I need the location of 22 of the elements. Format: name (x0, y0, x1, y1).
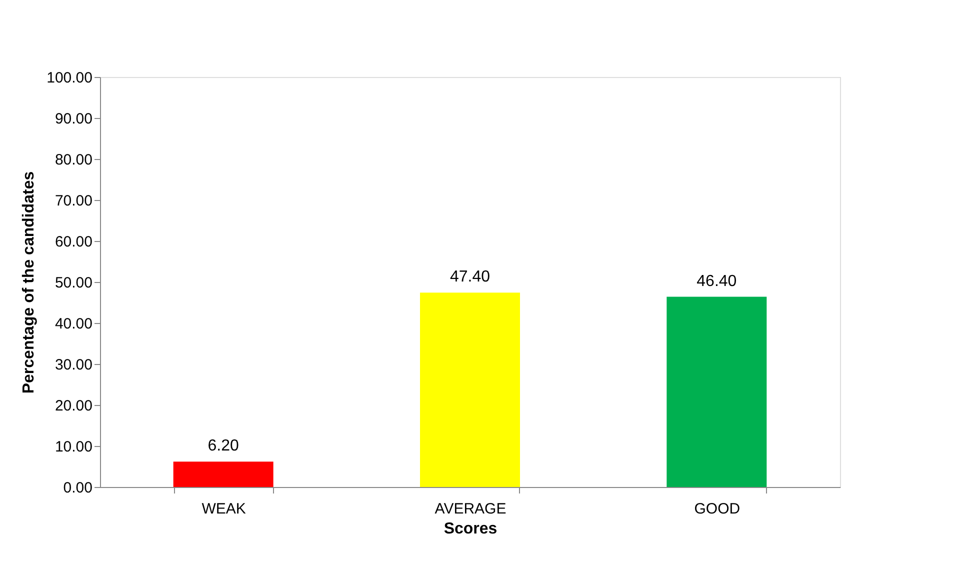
data-label: 47.40 (450, 268, 490, 286)
y-tick-label: 20.00 (54, 398, 92, 414)
y-tick-label: 100.00 (46, 70, 92, 86)
y-tick-label: 60.00 (54, 234, 92, 250)
x-tick-label: GOOD (694, 500, 740, 518)
bar (173, 462, 274, 487)
bar (666, 296, 767, 487)
data-label: 46.40 (696, 272, 737, 290)
y-tick-label: 50.00 (54, 274, 92, 292)
y-tick-label: 90.00 (54, 110, 92, 128)
y-tick-label: 0.00 (63, 480, 92, 496)
y-tick-label: 80.00 (54, 152, 92, 168)
y-axis-title: Percentage of the candidates (20, 171, 38, 394)
y-tick-label: 30.00 (54, 356, 92, 374)
y-tick-label: 40.00 (54, 316, 92, 332)
x-axis-title: Scores (444, 520, 498, 538)
y-tick-label: 10.00 (54, 438, 92, 456)
x-tick-label: AVERAGE (434, 500, 506, 518)
y-tick-label: 70.00 (54, 192, 92, 210)
data-label: 6.20 (208, 438, 240, 455)
bar (420, 292, 520, 487)
x-tick-label: WEAK (202, 500, 246, 518)
